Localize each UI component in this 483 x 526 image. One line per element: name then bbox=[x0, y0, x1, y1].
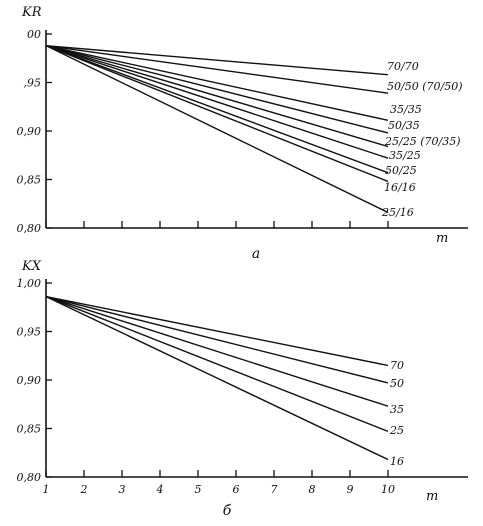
y-tick-label: 1,00 bbox=[17, 277, 42, 290]
series-label: 16 bbox=[390, 455, 404, 468]
x-tick-label: 9 bbox=[347, 483, 354, 496]
x-tick-label: 8 bbox=[309, 483, 316, 496]
series-line-70-70 bbox=[45, 44, 389, 76]
x-axis-label: m bbox=[426, 489, 438, 504]
series-label: 35 bbox=[390, 403, 404, 416]
series-label: 35/25 bbox=[389, 149, 421, 162]
series-line-16-16 bbox=[45, 44, 389, 183]
x-tick-label: 2 bbox=[80, 483, 88, 496]
y-tick-label: 0,95 bbox=[17, 326, 42, 339]
x-tick-label: 10 bbox=[381, 483, 395, 496]
y-tick-label: 00 bbox=[27, 28, 41, 41]
y-tick-label: 0,80 bbox=[17, 471, 42, 484]
series-label: 50/35 bbox=[388, 119, 420, 132]
y-axis-label: KR bbox=[21, 5, 42, 20]
series-label: 16/16 bbox=[384, 181, 416, 194]
y-tick-label: 0,85 bbox=[17, 174, 42, 187]
x-tick-label: 6 bbox=[233, 483, 240, 496]
y-axis-label: KX bbox=[21, 259, 42, 274]
series-label: 35/35 bbox=[390, 103, 422, 116]
y-tick-label: 0,85 bbox=[17, 423, 42, 436]
series-line-35-25 bbox=[45, 44, 389, 159]
series-label: 25 bbox=[389, 424, 404, 437]
chart-panel-2: 0,80 0,85 0,90 0,95 1,00 1 2 3 4 5 6 7 8 9 10 KX m б 70 50 3… bbox=[17, 259, 468, 519]
series-line-50 bbox=[45, 295, 389, 384]
y-tick-label: 0,90 bbox=[17, 374, 42, 387]
series-label: 25/25 (70/35) bbox=[384, 135, 460, 148]
series-label: 70/70 bbox=[387, 60, 419, 73]
x-tick-label: 5 bbox=[195, 483, 202, 496]
x-axis-label: m bbox=[436, 231, 448, 246]
x-tick-label: 4 bbox=[156, 483, 164, 496]
series-line-50-35 bbox=[45, 44, 389, 134]
x-tick-label: 1 bbox=[43, 483, 50, 496]
series-line-16 bbox=[45, 295, 389, 461]
series-line-25-16 bbox=[45, 45, 389, 214]
y-tick-label: 0,90 bbox=[17, 125, 42, 138]
series-line-70 bbox=[45, 295, 389, 367]
series-label: 70 bbox=[390, 359, 404, 372]
series-line-35-35 bbox=[45, 44, 389, 122]
x-tick-label: 7 bbox=[271, 483, 278, 496]
series-label: 50 bbox=[390, 377, 404, 390]
series-line-25 bbox=[45, 295, 389, 433]
panel-label: б bbox=[223, 503, 232, 519]
series-label: 25/16 bbox=[381, 206, 414, 219]
chart-panel-1: 0,80 0,85 0,90 ,95 00 KR m а 70/70 50/50 (70/50) 3… bbox=[17, 5, 468, 262]
x-tick-label: 3 bbox=[119, 483, 126, 496]
series-line-50-50-70-50- bbox=[45, 44, 389, 94]
series-line-50-25 bbox=[45, 44, 389, 174]
series-line-35 bbox=[45, 295, 389, 407]
y-tick-label: 0,80 bbox=[17, 222, 42, 235]
series-label: 50/25 bbox=[385, 164, 417, 177]
panel-label: а bbox=[252, 246, 260, 262]
series-line-25-25-70-35- bbox=[45, 44, 389, 148]
y-tick-label: ,95 bbox=[24, 77, 42, 90]
series-label: 50/50 (70/50) bbox=[387, 80, 462, 93]
